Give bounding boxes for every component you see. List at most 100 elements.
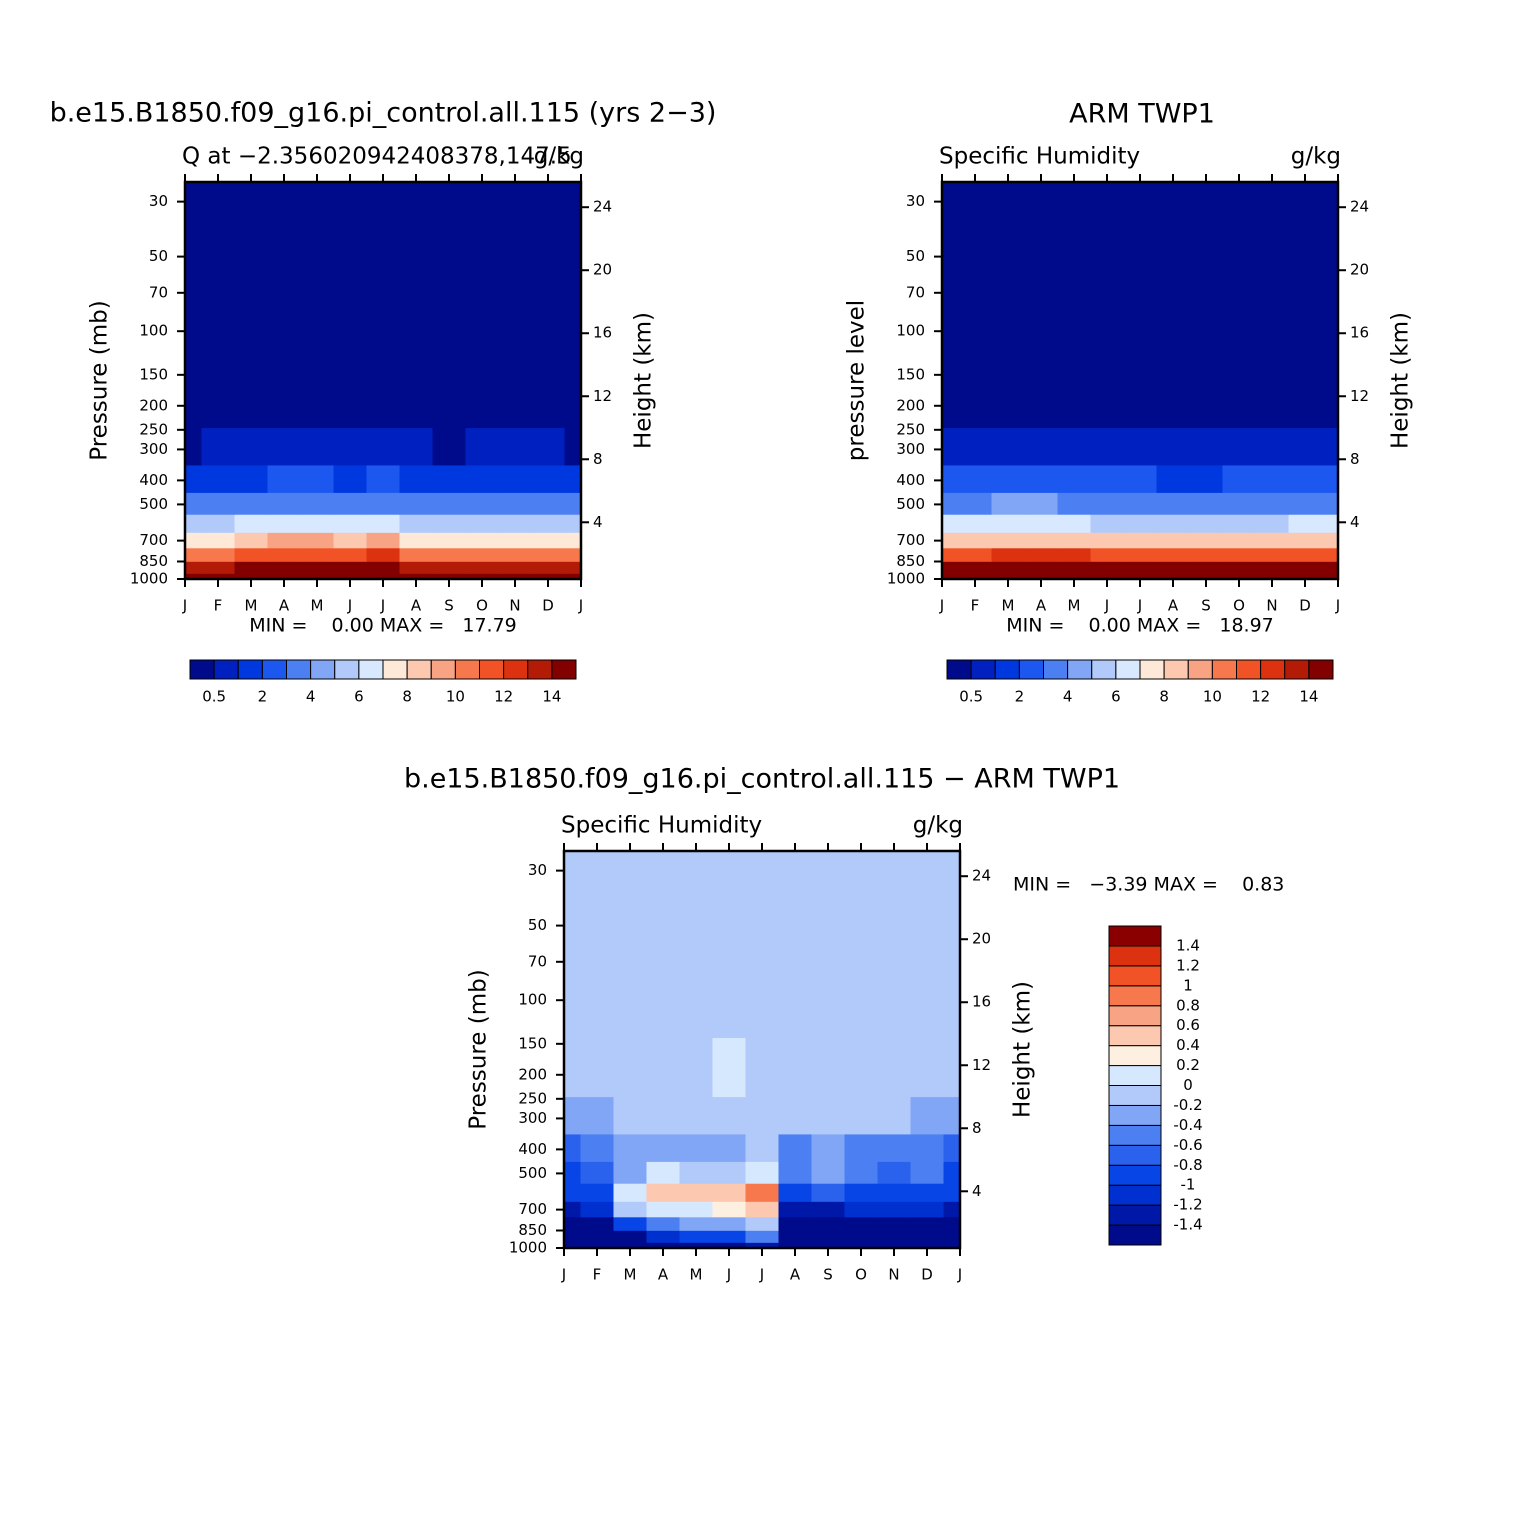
- contour-cell: [580, 935, 614, 1038]
- contour-cell: [564, 1201, 581, 1218]
- x-tick-label: M: [1002, 597, 1015, 615]
- colorbar-box: [1108, 945, 1162, 967]
- contour-cell: [958, 427, 992, 466]
- colorbar-box: [1108, 1164, 1162, 1186]
- y2-tick-label: 4: [972, 1182, 982, 1200]
- contour-cell: [465, 547, 499, 562]
- contour-cell: [399, 547, 433, 562]
- colorbar-box: [1108, 1184, 1162, 1206]
- contour-cell: [1156, 547, 1190, 562]
- contour-cell: [399, 266, 433, 369]
- contour-cell: [465, 492, 499, 515]
- subtitle-right: g/kg: [913, 813, 963, 839]
- contour-cell: [745, 1201, 779, 1218]
- contour-cell: [778, 1037, 812, 1098]
- contour-cell: [201, 547, 235, 562]
- contour-cell: [646, 1161, 680, 1184]
- contour-cell: [1189, 464, 1223, 493]
- contour-cell: [564, 547, 582, 562]
- stats: MIN = 0.00 MAX = 18.97: [1006, 615, 1274, 637]
- contour-cell: [1222, 561, 1256, 574]
- contour-cell: [1189, 532, 1223, 549]
- contour-cell: [531, 561, 565, 574]
- contour-cell: [877, 1216, 911, 1231]
- colorbar-label: -1.4: [1173, 1216, 1202, 1234]
- contour-cell: [580, 1133, 614, 1162]
- contour-cell: [778, 1183, 812, 1202]
- contour-cell: [185, 547, 202, 562]
- y-tick-label: 100: [518, 991, 547, 1009]
- contour-cell: [844, 1201, 878, 1218]
- chart-title: b.e15.B1850.f09_g16.pi_control.all.115 −…: [404, 764, 1120, 795]
- contour-cell: [1057, 561, 1091, 574]
- y2-tick-label: 16: [1350, 324, 1369, 342]
- contour-cell: [1024, 182, 1058, 267]
- contour-cell: [1321, 182, 1339, 267]
- contour-cell: [712, 1216, 746, 1231]
- contour-cell: [564, 573, 582, 580]
- contour-cell: [1057, 547, 1091, 562]
- colorbar-label: 0.5: [202, 688, 226, 706]
- contour-cell: [1189, 368, 1223, 429]
- y-tick-label: 400: [139, 471, 168, 489]
- colorbar-box: [406, 659, 432, 680]
- colorbar-box: [994, 659, 1020, 680]
- y-tick-label: 850: [139, 552, 168, 570]
- contour-cell: [267, 182, 301, 267]
- contour-cell: [366, 514, 400, 533]
- contour-cell: [943, 1230, 961, 1243]
- y2-tick-label: 24: [1350, 198, 1369, 216]
- contour-cell: [531, 573, 565, 580]
- x-tick-label: J: [1335, 597, 1340, 615]
- contour-cell: [432, 532, 466, 549]
- contour-cell: [1123, 464, 1157, 493]
- contour-cell: [201, 514, 235, 533]
- contour-cell: [910, 1242, 944, 1249]
- contour-cell: [465, 368, 499, 429]
- contour-cell: [234, 561, 268, 574]
- contour-cell: [1156, 464, 1190, 493]
- contour-cell: [201, 182, 235, 267]
- contour-cell: [679, 1037, 713, 1098]
- contour-cell: [564, 1216, 581, 1231]
- colorbar-label: 10: [1203, 688, 1222, 706]
- contour-cell: [1222, 492, 1256, 515]
- contour-cell: [1189, 573, 1223, 580]
- contour-cell: [1057, 573, 1091, 580]
- contour-cell: [1057, 427, 1091, 466]
- contour-cell: [564, 427, 582, 466]
- contour-cell: [185, 368, 202, 429]
- contour-cell: [531, 182, 565, 267]
- contour-cell: [1189, 514, 1223, 533]
- contour-cell: [564, 182, 582, 267]
- y2-tick-label: 16: [593, 324, 612, 342]
- contour-cell: [564, 368, 582, 429]
- contour-cell: [1024, 573, 1058, 580]
- colorbar-label: 10: [446, 688, 465, 706]
- contour-cell: [267, 547, 301, 562]
- contour-cell: [580, 1230, 614, 1243]
- y2-tick-label: 12: [593, 387, 612, 405]
- colorbar-label: 14: [542, 688, 561, 706]
- contour-cell: [432, 266, 466, 369]
- contour-cell: [234, 532, 268, 549]
- contour-cell: [745, 1242, 779, 1249]
- x-tick-label: A: [658, 1266, 669, 1284]
- contour-cell: [811, 1183, 845, 1202]
- x-tick-label: N: [509, 597, 520, 615]
- contour-cell: [185, 266, 202, 369]
- contour-cell: [1156, 182, 1190, 267]
- colorbar-label: 1.2: [1176, 956, 1200, 974]
- contour-cell: [613, 1242, 647, 1249]
- contour-cell: [201, 573, 235, 580]
- contour-cell: [1090, 514, 1124, 533]
- x-tick-label: J: [1104, 597, 1109, 615]
- contour-cell: [432, 514, 466, 533]
- y-tick-label: 400: [896, 471, 925, 489]
- colorbar-box: [1043, 659, 1069, 680]
- contour-cell: [432, 427, 466, 466]
- contour-cell: [1156, 573, 1190, 580]
- contour-cell: [267, 532, 301, 549]
- contour-cell: [679, 1183, 713, 1202]
